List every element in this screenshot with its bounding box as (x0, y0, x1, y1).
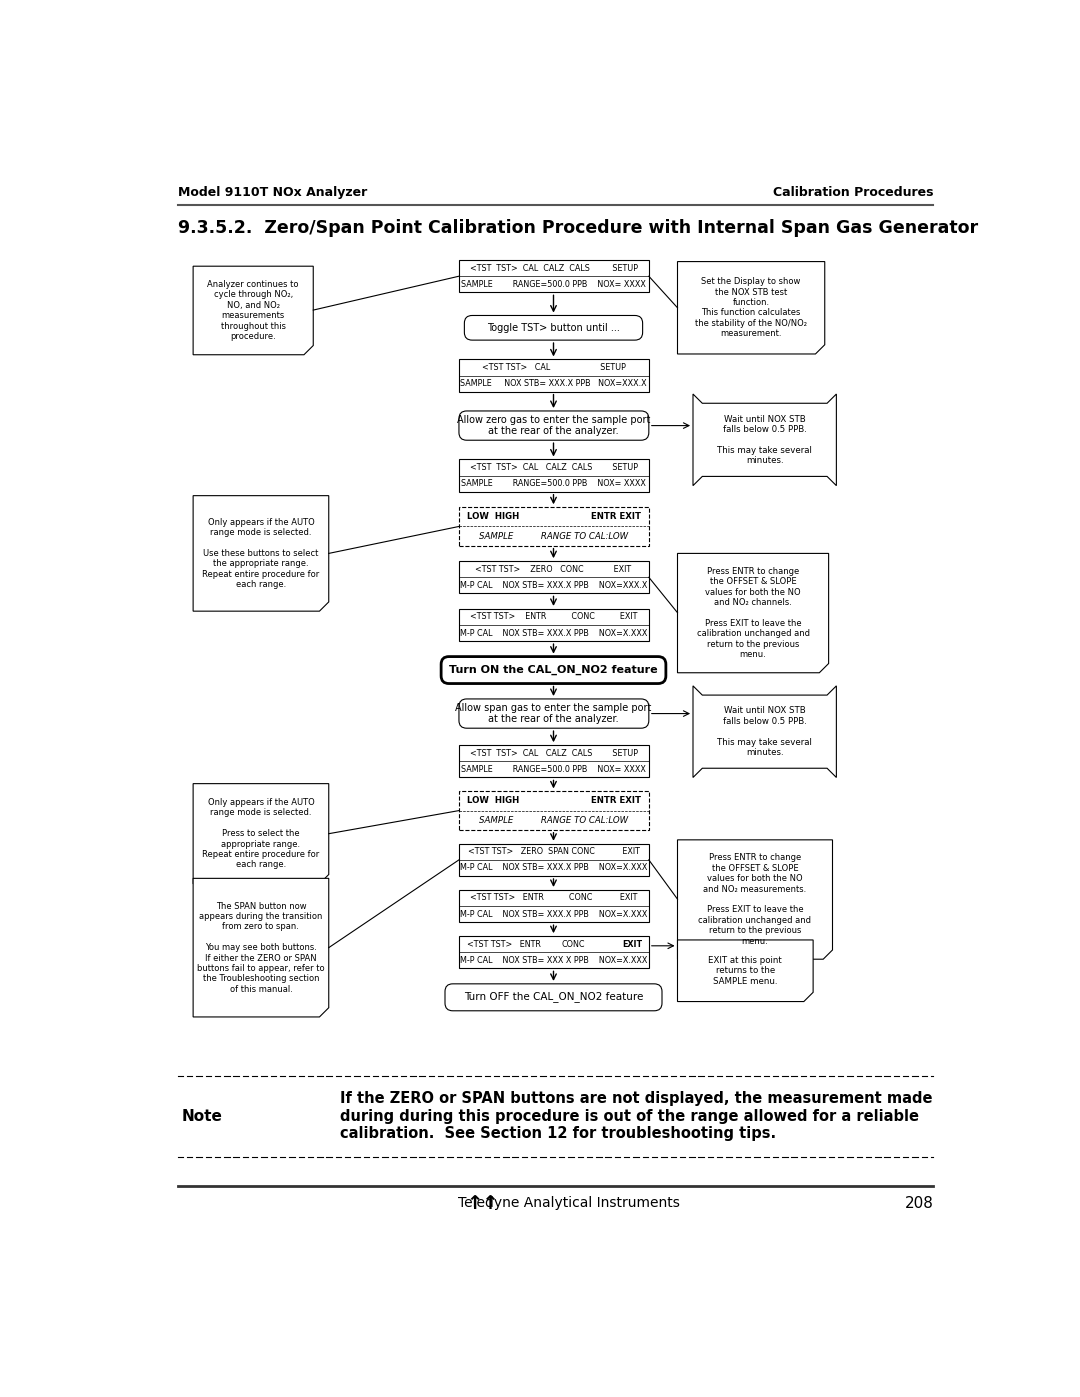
Text: LOW  HIGH: LOW HIGH (467, 513, 519, 521)
Text: Only appears if the AUTO
range mode is selected.

Press to select the
appropriat: Only appears if the AUTO range mode is s… (202, 798, 320, 869)
Text: 208: 208 (904, 1196, 933, 1211)
Polygon shape (193, 267, 313, 355)
Text: <TST TST>   ZERO  SPAN CONC           EXIT: <TST TST> ZERO SPAN CONC EXIT (468, 848, 639, 856)
FancyBboxPatch shape (445, 983, 662, 1011)
FancyBboxPatch shape (459, 698, 649, 728)
Polygon shape (677, 261, 825, 353)
Text: LOW  HIGH: LOW HIGH (467, 796, 519, 806)
Text: 9.3.5.2.  Zero/Span Point Calibration Procedure with Internal Span Gas Generator: 9.3.5.2. Zero/Span Point Calibration Pro… (177, 219, 977, 236)
FancyBboxPatch shape (441, 657, 666, 683)
Text: SAMPLE     NOX STB= XXX.X PPB   NOX=XXX.X: SAMPLE NOX STB= XXX.X PPB NOX=XXX.X (460, 379, 647, 388)
Text: Allow zero gas to enter the sample port
at the rear of the analyzer.: Allow zero gas to enter the sample port … (457, 415, 650, 436)
Text: Toggle TST> button until ...: Toggle TST> button until ... (487, 323, 620, 332)
Bar (459, 609, 649, 641)
Text: SAMPLE          RANGE TO CAL:LOW: SAMPLE RANGE TO CAL:LOW (478, 816, 629, 824)
Text: M-P CAL    NOX STB= XXX.X PPB    NOX=X.XXX: M-P CAL NOX STB= XXX.X PPB NOX=X.XXX (460, 629, 647, 637)
Text: SAMPLE        RANGE=500.0 PPB    NOX= XXXX: SAMPLE RANGE=500.0 PPB NOX= XXXX (461, 479, 646, 488)
Text: Set the Display to show
the NOX STB test
function.
This function calculates
the : Set the Display to show the NOX STB test… (696, 277, 807, 338)
Text: Turn OFF the CAL_ON_NO2 feature: Turn OFF the CAL_ON_NO2 feature (463, 992, 644, 1003)
Text: EXIT: EXIT (622, 940, 643, 949)
Text: <TST  TST>  CAL  CALZ  CALS         SETUP: <TST TST> CAL CALZ CALS SETUP (470, 264, 637, 272)
Text: CONC: CONC (562, 940, 584, 949)
Text: Model 9110T NOx Analyzer: Model 9110T NOx Analyzer (177, 186, 367, 198)
Text: <TST TST>    ENTR          CONC          EXIT: <TST TST> ENTR CONC EXIT (470, 612, 637, 622)
Bar (459, 745, 649, 778)
Bar (459, 791, 649, 830)
Text: SAMPLE        RANGE=500.0 PPB    NOX= XXXX: SAMPLE RANGE=500.0 PPB NOX= XXXX (461, 279, 646, 289)
Text: ENTR EXIT: ENTR EXIT (591, 796, 642, 806)
Text: SAMPLE        RANGE=500.0 PPB    NOX= XXXX: SAMPLE RANGE=500.0 PPB NOX= XXXX (461, 766, 646, 774)
Text: Wait until NOX STB
falls below 0.5 PPB.

This may take several
minutes.: Wait until NOX STB falls below 0.5 PPB. … (717, 707, 812, 757)
Polygon shape (693, 394, 836, 486)
Bar (459, 562, 649, 594)
FancyBboxPatch shape (464, 316, 643, 339)
Text: EXIT at this point
returns to the
SAMPLE menu.: EXIT at this point returns to the SAMPLE… (708, 956, 782, 986)
Polygon shape (693, 686, 836, 778)
Text: Turn ON the CAL_ON_NO2 feature: Turn ON the CAL_ON_NO2 feature (449, 665, 658, 675)
Text: M-P CAL    NOX STB= XXX X PPB    NOX=X.XXX: M-P CAL NOX STB= XXX X PPB NOX=X.XXX (460, 956, 647, 965)
Text: <TST TST>    ZERO   CONC            EXIT: <TST TST> ZERO CONC EXIT (475, 564, 632, 574)
Polygon shape (677, 553, 828, 673)
Text: Note: Note (181, 1109, 222, 1123)
Text: Wait until NOX STB
falls below 0.5 PPB.

This may take several
minutes.: Wait until NOX STB falls below 0.5 PPB. … (717, 415, 812, 465)
Text: M-P CAL    NOX STB= XXX.X PPB    NOX=XXX.X: M-P CAL NOX STB= XXX.X PPB NOX=XXX.X (460, 581, 647, 590)
Text: The SPAN button now
appears during the transition
from zero to span.

You may se: The SPAN button now appears during the t… (198, 901, 325, 993)
Polygon shape (193, 879, 328, 1017)
Bar (459, 359, 649, 391)
Text: Only appears if the AUTO
range mode is selected.

Use these buttons to select
th: Only appears if the AUTO range mode is s… (202, 518, 320, 590)
Text: Teledyne Analytical Instruments: Teledyne Analytical Instruments (458, 1196, 680, 1210)
FancyBboxPatch shape (459, 411, 649, 440)
Text: Analyzer continues to
cycle through NO₂,
NO, and NO₂
measurements
throughout thi: Analyzer continues to cycle through NO₂,… (207, 279, 299, 341)
Bar (459, 936, 649, 968)
Text: ↑↑: ↑↑ (465, 1194, 499, 1213)
Text: <TST TST>   ENTR          CONC           EXIT: <TST TST> ENTR CONC EXIT (470, 894, 637, 902)
Text: Calibration Procedures: Calibration Procedures (773, 186, 933, 198)
Text: SAMPLE          RANGE TO CAL:LOW: SAMPLE RANGE TO CAL:LOW (478, 532, 629, 541)
Text: <TST  TST>  CAL   CALZ  CALS        SETUP: <TST TST> CAL CALZ CALS SETUP (470, 462, 637, 472)
Bar (459, 844, 649, 876)
Text: Allow span gas to enter the sample port
at the rear of the analyzer.: Allow span gas to enter the sample port … (456, 703, 651, 725)
Text: ENTR EXIT: ENTR EXIT (591, 513, 642, 521)
Text: <TST  TST>  CAL   CALZ  CALS        SETUP: <TST TST> CAL CALZ CALS SETUP (470, 749, 637, 757)
Polygon shape (193, 496, 328, 610)
Text: M-P CAL    NOX STB= XXX.X PPB    NOX=X.XXX: M-P CAL NOX STB= XXX.X PPB NOX=X.XXX (460, 863, 647, 873)
Bar (459, 460, 649, 492)
Bar (459, 260, 649, 292)
Bar (459, 890, 649, 922)
Text: If the ZERO or SPAN buttons are not displayed, the measurement made
during durin: If the ZERO or SPAN buttons are not disp… (340, 1091, 933, 1141)
Text: Press ENTR to change
the OFFSET & SLOPE
values for both the NO
and NO₂ channels.: Press ENTR to change the OFFSET & SLOPE … (697, 567, 810, 659)
Polygon shape (677, 840, 833, 960)
Text: Press ENTR to change
the OFFSET & SLOPE
values for both the NO
and NO₂ measureme: Press ENTR to change the OFFSET & SLOPE … (699, 854, 811, 946)
Polygon shape (677, 940, 813, 1002)
Text: <TST TST>   ENTR: <TST TST> ENTR (467, 940, 541, 949)
Text: <TST TST>   CAL                    SETUP: <TST TST> CAL SETUP (482, 363, 625, 372)
Polygon shape (193, 784, 328, 884)
Text: M-P CAL    NOX STB= XXX.X PPB    NOX=X.XXX: M-P CAL NOX STB= XXX.X PPB NOX=X.XXX (460, 909, 647, 919)
Bar (459, 507, 649, 546)
